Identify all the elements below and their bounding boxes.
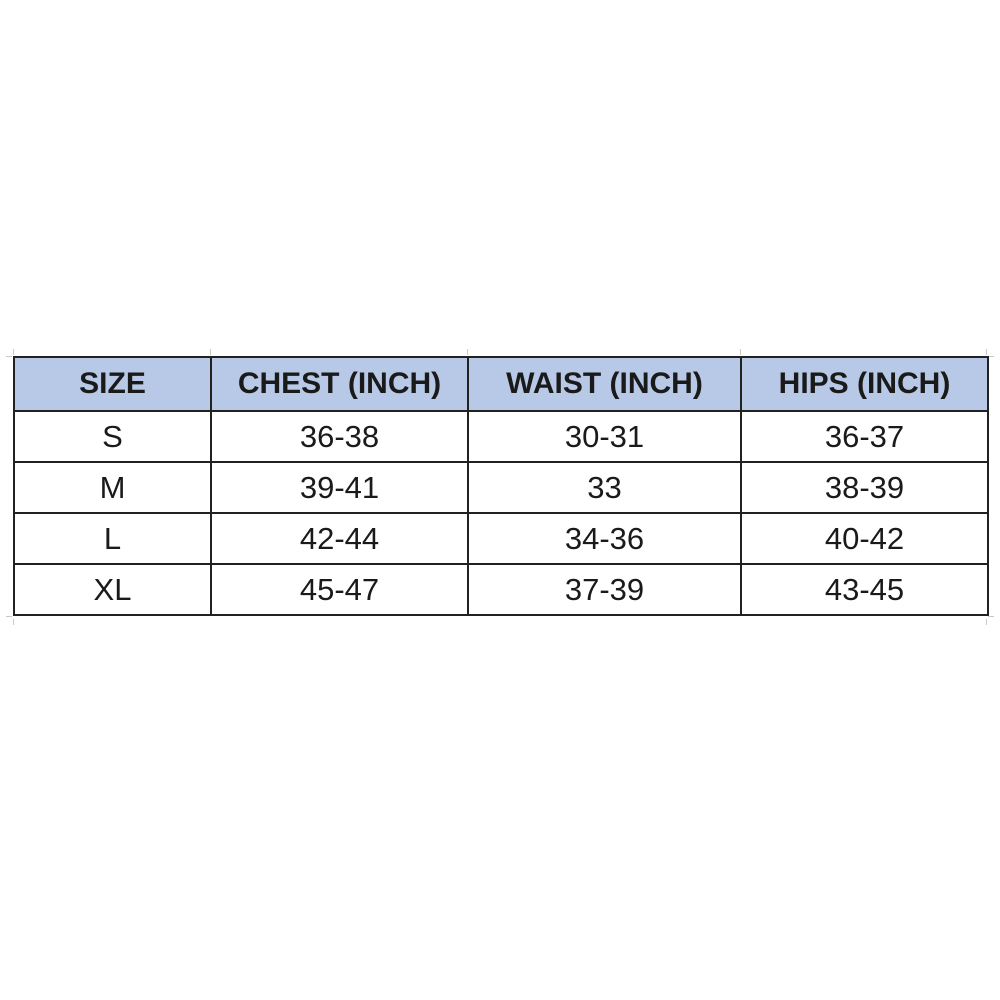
size-chart-table: SIZE CHEST (INCH) WAIST (INCH) HIPS (INC…	[13, 356, 989, 616]
gridline-tick	[988, 356, 994, 357]
gridline-tick	[210, 349, 211, 355]
size-chart: SIZE CHEST (INCH) WAIST (INCH) HIPS (INC…	[13, 356, 989, 616]
cell-waist: 34-36	[467, 512, 742, 565]
gridline-tick	[986, 349, 987, 355]
cell-size: M	[13, 461, 212, 514]
gridline-tick	[13, 619, 14, 625]
header-hips: HIPS (INCH)	[740, 356, 989, 412]
gridline-tick	[988, 616, 994, 617]
cell-waist: 30-31	[467, 410, 742, 463]
gridline-tick	[6, 616, 12, 617]
cell-chest: 42-44	[210, 512, 469, 565]
cell-size: S	[13, 410, 212, 463]
header-row: SIZE CHEST (INCH) WAIST (INCH) HIPS (INC…	[13, 356, 989, 412]
cell-hips: 38-39	[740, 461, 989, 514]
cell-waist: 37-39	[467, 563, 742, 616]
gridline-tick	[467, 349, 468, 355]
cell-waist: 33	[467, 461, 742, 514]
table-row-s: S 36-38 30-31 36-37	[13, 410, 989, 463]
cell-size: L	[13, 512, 212, 565]
table-row-l: L 42-44 34-36 40-42	[13, 512, 989, 565]
cell-chest: 36-38	[210, 410, 469, 463]
header-chest: CHEST (INCH)	[210, 356, 469, 412]
cell-chest: 45-47	[210, 563, 469, 616]
cell-hips: 36-37	[740, 410, 989, 463]
table-row-xl: XL 45-47 37-39 43-45	[13, 563, 989, 616]
gridline-tick	[740, 349, 741, 355]
cell-hips: 40-42	[740, 512, 989, 565]
cell-hips: 43-45	[740, 563, 989, 616]
header-size: SIZE	[13, 356, 212, 412]
table-row-m: M 39-41 33 38-39	[13, 461, 989, 514]
gridline-tick	[986, 619, 987, 625]
header-waist: WAIST (INCH)	[467, 356, 742, 412]
gridline-tick	[6, 356, 12, 357]
gridline-tick	[13, 349, 14, 355]
cell-chest: 39-41	[210, 461, 469, 514]
cell-size: XL	[13, 563, 212, 616]
